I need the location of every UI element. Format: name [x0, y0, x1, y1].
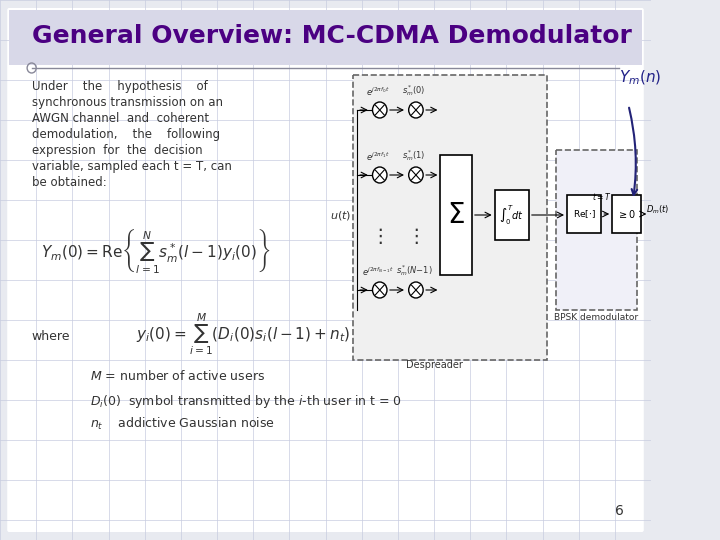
Bar: [9, 10, 642, 65]
Circle shape: [409, 282, 423, 298]
Text: ⋮: ⋮: [370, 227, 390, 246]
FancyBboxPatch shape: [7, 8, 644, 532]
Text: $e^{j2\pi f_0 t}$: $e^{j2\pi f_0 t}$: [366, 86, 390, 98]
Text: $s^*_m(1)$: $s^*_m(1)$: [402, 148, 426, 163]
Text: $D_m(t)$: $D_m(t)$: [647, 204, 670, 216]
Circle shape: [409, 167, 423, 183]
Text: BPSK demodulator: BPSK demodulator: [554, 313, 638, 322]
Text: $\geq 0$: $\geq 0$: [617, 208, 636, 220]
Text: $Y_m(n)$: $Y_m(n)$: [619, 68, 662, 87]
Text: $s^*_m(0)$: $s^*_m(0)$: [402, 83, 426, 98]
Text: 6: 6: [615, 504, 624, 518]
Text: $D_i(0)$  symbol transmitted by the $i$-th user in t = 0: $D_i(0)$ symbol transmitted by the $i$-t…: [91, 393, 402, 410]
Text: $n_t$    addictive Gaussian noise: $n_t$ addictive Gaussian noise: [91, 416, 275, 432]
Text: $M$ = number of active users: $M$ = number of active users: [91, 369, 266, 383]
FancyBboxPatch shape: [567, 195, 601, 233]
Circle shape: [372, 102, 387, 118]
Text: $u(t)$: $u(t)$: [330, 208, 351, 221]
Text: ⋮: ⋮: [406, 227, 426, 246]
Text: Re[$\cdot$]: Re[$\cdot$]: [572, 208, 595, 220]
Text: be obtained:: be obtained:: [32, 176, 107, 189]
Circle shape: [372, 167, 387, 183]
Circle shape: [409, 102, 423, 118]
Text: Under    the    hypothesis    of: Under the hypothesis of: [32, 80, 207, 93]
Text: $\int_0^T dt$: $\int_0^T dt$: [499, 203, 524, 227]
Text: demodulation,    the    following: demodulation, the following: [32, 128, 220, 141]
Text: $\Sigma$: $\Sigma$: [447, 201, 464, 229]
Text: $y_i(0) = \sum_{i=1}^{M}\left(D_i(0)s_i(l-1)+n_t\right)$: $y_i(0) = \sum_{i=1}^{M}\left(D_i(0)s_i(…: [135, 312, 350, 357]
Text: variable, sampled each t = T, can: variable, sampled each t = T, can: [32, 160, 232, 173]
FancyBboxPatch shape: [612, 195, 641, 233]
Text: expression  for  the  decision: expression for the decision: [32, 144, 202, 157]
Text: where: where: [32, 330, 70, 343]
Text: AWGN channel  and  coherent: AWGN channel and coherent: [32, 112, 209, 125]
FancyBboxPatch shape: [556, 150, 637, 310]
Circle shape: [372, 282, 387, 298]
Text: $Y_m(0) = \mathrm{Re}\left\{\sum_{l=1}^{N} s_m^*(l-1)y_i(0)\right\}$: $Y_m(0) = \mathrm{Re}\left\{\sum_{l=1}^{…: [41, 227, 270, 275]
Text: General Overview: MC-CDMA Demodulator: General Overview: MC-CDMA Demodulator: [32, 24, 631, 48]
FancyBboxPatch shape: [353, 75, 547, 360]
FancyBboxPatch shape: [495, 190, 529, 240]
Text: $s^*_m(N{-}1)$: $s^*_m(N{-}1)$: [396, 263, 433, 278]
Text: $e^{j2\pi f_1 t}$: $e^{j2\pi f_1 t}$: [366, 151, 390, 163]
Text: $e^{j2\pi f_{N-1} t}$: $e^{j2\pi f_{N-1} t}$: [362, 266, 394, 278]
Text: Despreader: Despreader: [405, 360, 462, 370]
FancyBboxPatch shape: [441, 155, 472, 275]
Text: synchronous transmission on an: synchronous transmission on an: [32, 96, 222, 109]
Text: $t{=}T$: $t{=}T$: [592, 191, 611, 201]
